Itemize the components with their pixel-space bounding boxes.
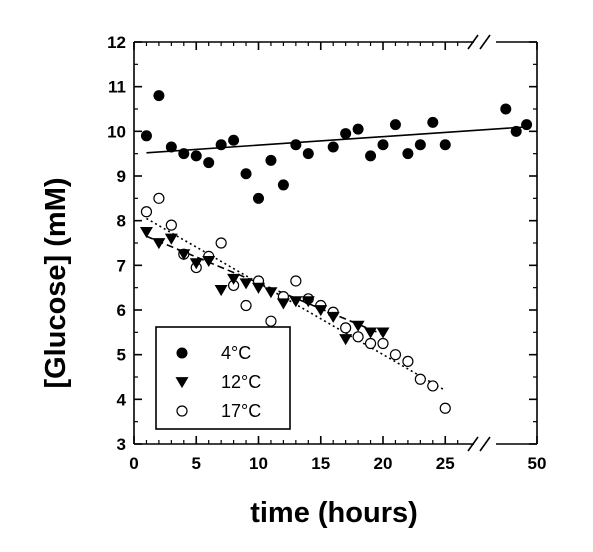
point-12c: [264, 287, 278, 299]
x-tick-label: 25: [436, 454, 455, 473]
axis-break-mark: [479, 436, 491, 452]
point-4c: [414, 139, 426, 151]
point-17c: [265, 315, 277, 327]
point-4c: [265, 154, 277, 166]
axis-break-mark: [479, 34, 491, 50]
y-tick-label: 8: [117, 212, 126, 231]
point-4c: [327, 141, 339, 153]
point-12c: [189, 258, 203, 270]
y-tick-label: 5: [117, 346, 126, 365]
x-axis-title: time (hours): [250, 497, 418, 529]
point-17c: [389, 349, 402, 361]
y-tick-label: 3: [117, 435, 126, 454]
point-4c: [165, 141, 177, 153]
x-tick-label: 20: [374, 454, 393, 473]
y-tick-label: 4: [117, 390, 127, 409]
axes: 3 4 5 6 7 8 9 10 11 12 0 5 10 15 20 25 50: [107, 33, 546, 473]
y-tick-label: 6: [117, 301, 126, 320]
y-tick-label: 10: [107, 122, 126, 141]
point-17c: [439, 402, 451, 414]
point-12c: [364, 327, 378, 339]
legend-label: 17°C: [221, 401, 261, 421]
point-12c: [326, 311, 340, 323]
point-17c: [340, 322, 352, 334]
point-12c: [339, 334, 353, 346]
data-points: [139, 90, 533, 414]
y-tick-label: 7: [117, 256, 126, 275]
point-17c: [153, 192, 165, 204]
point-12c: [351, 320, 365, 332]
point-4c: [240, 168, 252, 180]
point-4c: [402, 148, 414, 160]
point-4c: [228, 134, 240, 146]
fit-line-4c: [146, 126, 527, 154]
point-12c: [214, 285, 228, 297]
point-12c: [177, 249, 191, 261]
x-tick-label: 0: [129, 454, 138, 473]
point-4c: [302, 148, 314, 160]
point-4c: [500, 103, 512, 115]
point-17c: [240, 299, 252, 312]
point-4c: [389, 119, 401, 131]
y-axis-title: [Glucose] (mM): [40, 177, 72, 388]
y-tick-label: 11: [108, 78, 126, 97]
point-4c: [352, 123, 364, 135]
point-17c: [215, 237, 227, 249]
point-17c: [165, 219, 177, 231]
point-4c: [153, 90, 165, 102]
axis-break-mark: [467, 34, 479, 50]
legend: 4°C 12°C 17°C: [155, 326, 291, 430]
point-12c: [276, 298, 290, 310]
point-17c: [364, 337, 377, 350]
fit-line-12c: [146, 235, 384, 336]
legend-label: 4°C: [221, 343, 251, 363]
point-4c: [439, 139, 451, 151]
point-17c: [140, 206, 153, 218]
y-tick-label: 12: [107, 33, 126, 52]
legend-marker: [176, 347, 188, 359]
point-4c: [340, 128, 352, 140]
x-tick-label: 15: [311, 454, 330, 473]
point-17c: [290, 275, 302, 287]
point-12c: [202, 255, 216, 268]
point-17c: [414, 373, 426, 385]
point-12c: [139, 226, 153, 239]
point-4c: [365, 150, 377, 162]
point-4c: [277, 179, 289, 191]
point-4c: [140, 130, 152, 142]
point-12c: [314, 305, 328, 317]
legend-marker: [175, 377, 189, 389]
legend-marker: [176, 405, 188, 417]
x-tick-label: 10: [249, 454, 268, 473]
point-12c: [289, 296, 303, 308]
point-4c: [215, 139, 227, 151]
x-tick-label: 50: [528, 454, 547, 473]
point-4c: [178, 148, 190, 160]
point-17c: [427, 380, 439, 392]
x-tick-label: 5: [192, 454, 201, 473]
fit-lines: [146, 126, 527, 392]
point-17c: [377, 337, 389, 350]
point-12c: [301, 296, 315, 308]
point-12c: [152, 238, 166, 250]
point-4c: [290, 139, 302, 151]
point-12c: [252, 282, 265, 294]
point-12c: [376, 327, 390, 339]
point-12c: [164, 233, 178, 245]
point-17c: [352, 331, 364, 343]
point-12c: [227, 273, 241, 285]
point-4c: [203, 157, 215, 169]
point-12c: [239, 278, 253, 290]
axis-break-mark: [467, 436, 479, 452]
point-4c: [521, 119, 533, 131]
point-17c: [402, 355, 414, 367]
legend-label: 12°C: [221, 372, 261, 392]
point-4c: [190, 150, 202, 162]
point-4c: [253, 192, 264, 204]
point-4c: [427, 116, 439, 128]
y-tick-label: 9: [117, 167, 126, 186]
point-4c: [377, 139, 389, 151]
point-4c: [510, 125, 522, 137]
